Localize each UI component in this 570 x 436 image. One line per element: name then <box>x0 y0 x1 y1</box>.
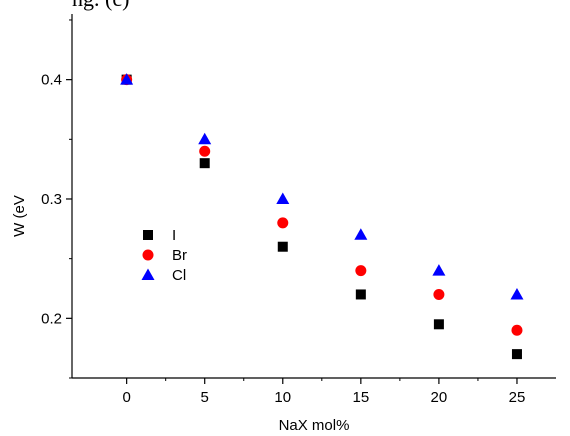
x-tick-label: 5 <box>201 389 209 406</box>
legend-marker-cl <box>141 268 155 280</box>
x-tick-label: 20 <box>431 389 448 406</box>
caption-fragment: ng. (c) <box>72 0 129 12</box>
x-axis-label: NaX mol% <box>279 417 350 434</box>
data-point-cl <box>276 192 290 204</box>
series-i <box>121 74 522 360</box>
data-point-br <box>199 145 211 157</box>
y-tick-label: 0.4 <box>41 72 62 89</box>
data-point-br <box>355 265 367 277</box>
y-tick-label: 0.3 <box>41 191 62 208</box>
data-point-cl <box>510 287 524 300</box>
legend-label-br: Br <box>172 247 187 264</box>
data-point-cl <box>198 132 212 145</box>
legend-marker-br <box>142 249 154 261</box>
data-point-br <box>511 324 523 336</box>
y-axis-label: W (eV <box>11 195 28 237</box>
data-point-cl <box>120 73 134 85</box>
data-point-br <box>433 288 445 300</box>
data-point-i <box>511 349 522 360</box>
x-tick-label: 0 <box>122 389 130 406</box>
series-br <box>121 74 523 336</box>
data-point-br <box>277 217 289 229</box>
x-tick-label: 15 <box>352 389 369 406</box>
data-point-cl <box>432 264 446 276</box>
data-point-i <box>433 319 444 330</box>
data-point-i <box>355 289 366 300</box>
x-tick-label: 10 <box>274 389 291 406</box>
data-point-i <box>199 158 210 169</box>
series-cl <box>120 73 524 300</box>
data-point-cl <box>354 228 368 240</box>
legend-label-i: I <box>172 227 176 244</box>
legend-label-cl: Cl <box>172 267 186 284</box>
legend-marker-i <box>143 230 153 240</box>
x-tick-label: 25 <box>509 389 526 406</box>
y-tick-label: 0.2 <box>41 310 62 327</box>
legend: I Br Cl <box>141 227 187 284</box>
data-point-i <box>277 241 288 252</box>
